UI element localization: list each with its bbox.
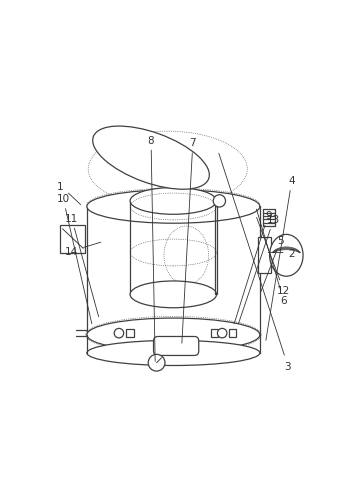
Ellipse shape (87, 319, 260, 352)
Text: 11: 11 (65, 213, 99, 317)
Bar (229, 330, 235, 337)
Text: 8: 8 (148, 135, 155, 362)
Text: 10: 10 (57, 194, 92, 324)
Text: 6: 6 (256, 210, 287, 305)
Text: 3: 3 (219, 154, 291, 371)
Text: 7: 7 (182, 138, 196, 344)
Bar (258, 237, 271, 274)
Ellipse shape (93, 127, 209, 190)
Text: 14: 14 (65, 242, 101, 257)
Text: 13: 13 (238, 214, 280, 324)
Text: 2: 2 (268, 248, 295, 258)
Ellipse shape (217, 329, 227, 338)
Ellipse shape (148, 355, 165, 371)
Ellipse shape (114, 329, 124, 338)
Text: 5: 5 (261, 235, 284, 292)
Ellipse shape (87, 190, 260, 224)
Text: 4: 4 (266, 176, 295, 341)
Text: 9: 9 (234, 210, 271, 324)
FancyBboxPatch shape (153, 337, 199, 356)
Ellipse shape (87, 341, 260, 366)
Bar (60, 225, 85, 253)
Ellipse shape (130, 282, 217, 308)
Bar (211, 330, 218, 337)
Ellipse shape (270, 235, 303, 277)
Text: 1: 1 (57, 181, 81, 205)
Bar (126, 330, 134, 337)
Ellipse shape (130, 188, 217, 215)
Ellipse shape (213, 195, 225, 207)
Text: 12: 12 (257, 218, 290, 296)
